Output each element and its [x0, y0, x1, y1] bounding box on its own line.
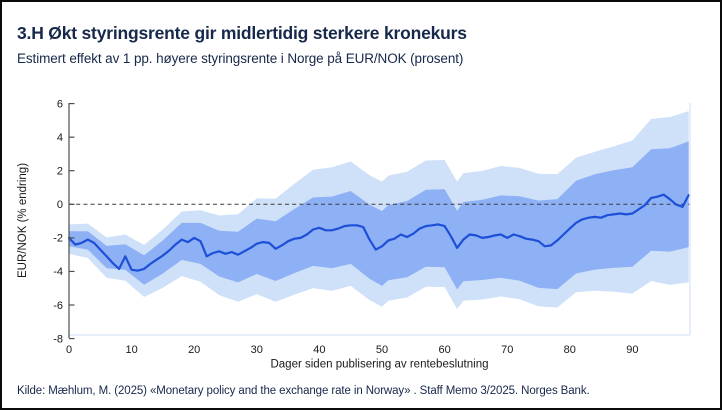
x-tick-label: 10	[125, 344, 137, 356]
x-tick-label: 70	[501, 344, 513, 356]
y-axis-title: EUR/NOK (% endring)	[17, 163, 29, 278]
x-axis-title: Dager siden publisering av rentebeslutni…	[270, 359, 488, 371]
x-tick-label: 60	[438, 344, 450, 356]
x-tick-label: 50	[376, 344, 388, 356]
y-tick-label: 6	[57, 98, 63, 110]
y-tick-label: 2	[57, 166, 63, 178]
x-tick-label: 40	[313, 344, 325, 356]
y-tick-label: 4	[57, 132, 63, 144]
x-tick-label: 0	[66, 344, 72, 356]
chart-title: 3.H Økt styringsrente gir midlertidig st…	[17, 23, 467, 43]
x-tick-label: 30	[251, 344, 263, 356]
x-tick-label: 90	[626, 344, 638, 356]
median-line	[67, 193, 690, 272]
x-tick-label: 80	[564, 344, 576, 356]
source-note: Kilde: Mæhlum, M. (2025) «Monetary polic…	[17, 385, 590, 397]
chart-subtitle: Estimert effekt av 1 pp. høyere styrings…	[17, 51, 464, 66]
x-tick-label: 20	[188, 344, 200, 356]
y-tick-label: 0	[57, 199, 63, 211]
y-tick-label: -8	[53, 333, 63, 345]
y-tick-label: -4	[53, 266, 63, 278]
y-tick-label: -2	[53, 233, 63, 245]
y-tick-label: -6	[53, 300, 63, 312]
